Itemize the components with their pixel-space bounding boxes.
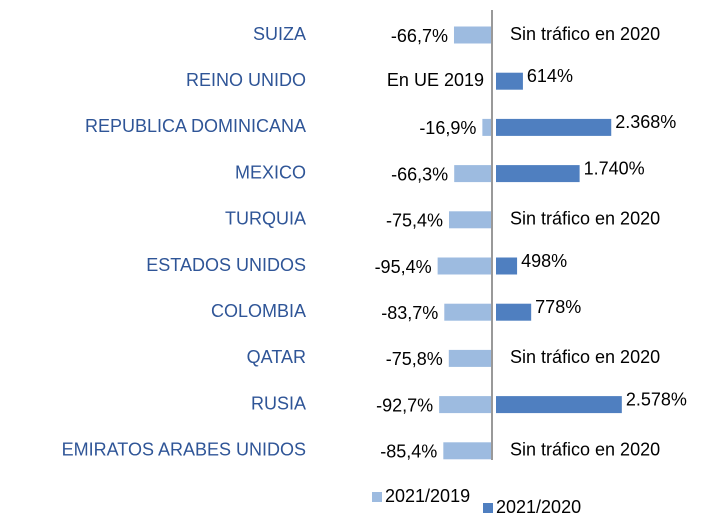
bar bbox=[482, 118, 492, 136]
bar bbox=[496, 396, 622, 414]
data-label: 498% bbox=[521, 251, 567, 271]
bar bbox=[437, 257, 492, 275]
bar bbox=[496, 72, 523, 90]
bar bbox=[496, 303, 532, 321]
data-label: 778% bbox=[535, 297, 581, 317]
bar bbox=[439, 396, 492, 414]
bar bbox=[496, 118, 612, 136]
bar bbox=[453, 26, 492, 44]
data-label: -83,7% bbox=[381, 303, 438, 323]
data-label: En UE 2019 bbox=[387, 70, 484, 90]
data-label: -75,4% bbox=[386, 211, 443, 231]
data-label: 1.740% bbox=[584, 158, 645, 178]
data-label: -66,7% bbox=[391, 26, 448, 46]
data-label: -95,4% bbox=[375, 257, 432, 277]
data-label: Sin tráfico en 2020 bbox=[510, 24, 660, 44]
category-label: TURQUIA bbox=[225, 209, 306, 229]
category-label: REINO UNIDO bbox=[186, 70, 306, 90]
data-label: 2.578% bbox=[626, 389, 687, 409]
data-label: 2.368% bbox=[615, 112, 676, 132]
bar bbox=[444, 303, 492, 321]
legend-label: 2021/2020 bbox=[496, 497, 581, 517]
bar bbox=[448, 349, 492, 367]
bar bbox=[443, 442, 492, 460]
data-label: Sin tráfico en 2020 bbox=[510, 209, 660, 229]
bar bbox=[496, 257, 518, 275]
legend-label: 2021/2019 bbox=[385, 486, 470, 506]
data-label: Sin tráfico en 2020 bbox=[510, 347, 660, 367]
category-label: RUSIA bbox=[251, 393, 306, 413]
legend-swatch bbox=[483, 503, 493, 513]
data-label: 614% bbox=[527, 66, 573, 86]
data-label: -66,3% bbox=[391, 164, 448, 184]
bar bbox=[454, 165, 492, 183]
legend-swatch bbox=[372, 492, 382, 502]
data-label: Sin tráfico en 2020 bbox=[510, 440, 660, 460]
category-label: ESTADOS UNIDOS bbox=[146, 255, 306, 275]
data-label: -16,9% bbox=[419, 118, 476, 138]
data-label: -92,7% bbox=[376, 395, 433, 415]
category-label: REPUBLICA DOMINICANA bbox=[85, 116, 306, 136]
category-label: QATAR bbox=[247, 347, 306, 367]
data-label: -75,8% bbox=[386, 349, 443, 369]
category-label: SUIZA bbox=[253, 24, 306, 44]
category-label: COLOMBIA bbox=[211, 301, 306, 321]
bar bbox=[449, 211, 492, 229]
category-label: MEXICO bbox=[235, 162, 306, 182]
data-label: -85,4% bbox=[380, 442, 437, 462]
category-label: EMIRATOS ARABES UNIDOS bbox=[62, 440, 306, 460]
bar bbox=[496, 165, 580, 183]
